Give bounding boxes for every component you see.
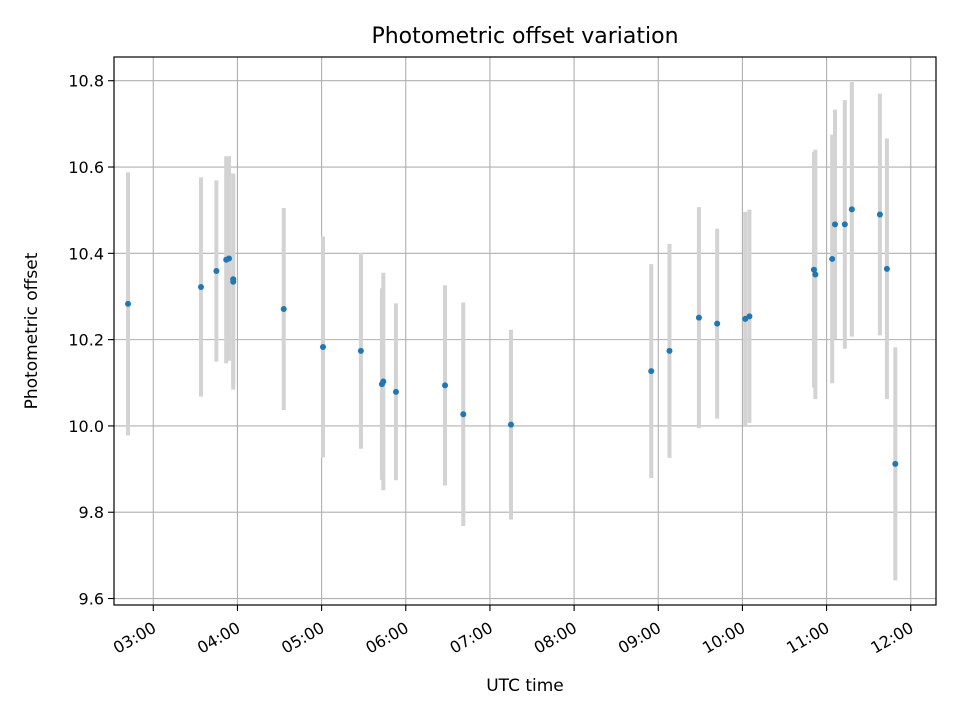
y-axis-label: Photometric offset [22, 252, 42, 409]
plot-frame [113, 56, 937, 606]
y-tick-label: 10.6 [68, 158, 104, 177]
y-tick-label: 9.8 [79, 503, 104, 522]
data-point [832, 221, 839, 228]
data-point [695, 314, 702, 321]
data-point [648, 368, 655, 375]
data-point [213, 268, 220, 275]
y-tick-label: 10.0 [68, 417, 104, 436]
data-point [883, 265, 890, 272]
plot-area [114, 57, 936, 605]
y-tick-label: 10.4 [68, 244, 104, 263]
data-points [125, 206, 899, 467]
chart-title: Photometric offset variation [371, 24, 678, 49]
grid [114, 57, 936, 605]
data-point [230, 276, 237, 283]
data-point [892, 460, 899, 467]
data-point [357, 347, 364, 354]
data-point [320, 343, 327, 350]
data-point [392, 388, 399, 395]
data-point [714, 320, 721, 327]
y-axis: 9.6 9.8 10.0 10.2 10.4 10.6 10.8 [68, 72, 114, 609]
y-tick-label: 10.8 [68, 72, 104, 91]
data-point [197, 283, 204, 290]
data-point [746, 313, 753, 320]
data-point [812, 271, 819, 278]
data-point [380, 378, 387, 385]
x-axis-label: UTC time [486, 676, 564, 696]
data-point [841, 221, 848, 228]
y-tick-label: 9.6 [79, 590, 104, 609]
data-point [666, 347, 673, 354]
data-point [442, 382, 449, 389]
data-point [125, 300, 132, 307]
data-point [280, 305, 287, 312]
data-point [848, 206, 855, 213]
data-point [226, 255, 233, 262]
data-point [507, 421, 514, 428]
data-point [810, 266, 817, 273]
y-tick-label: 10.2 [68, 331, 104, 350]
data-point [460, 411, 467, 418]
data-point [829, 255, 836, 262]
data-point [876, 211, 883, 218]
